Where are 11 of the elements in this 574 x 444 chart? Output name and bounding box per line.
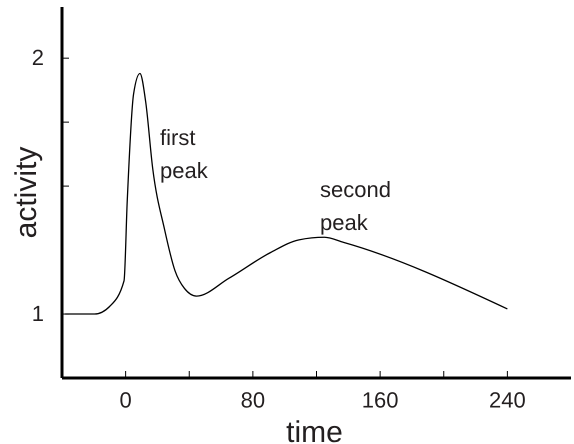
line-series [64,72,508,315]
y-tick-label: 2 [32,45,44,70]
x-tick-label: 0 [120,388,132,413]
x-tick-label: 160 [362,388,398,413]
x-tick-label: 80 [240,388,266,413]
x-axis-title: time [286,416,343,444]
x-tick-label: 240 [489,388,526,413]
annotation: second peak [320,177,391,235]
y-tick-label: 1 [32,301,44,326]
y-axis-title: activity [10,146,43,238]
annotation: first peak [160,125,209,183]
